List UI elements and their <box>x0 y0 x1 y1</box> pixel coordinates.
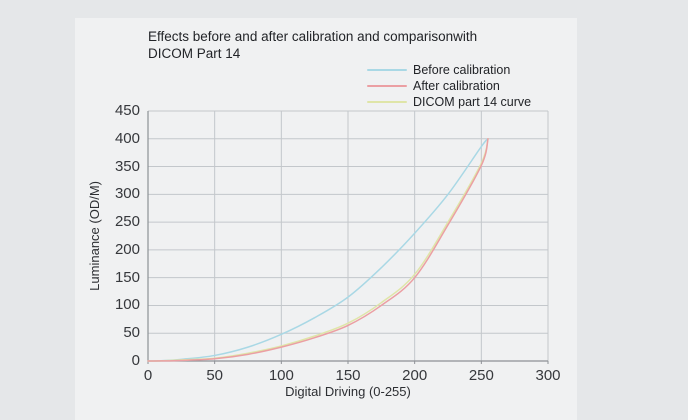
y-tick-label: 250 <box>114 213 140 231</box>
legend-line-dicom-curve <box>367 101 407 103</box>
legend-line-after-calibration <box>367 85 407 87</box>
x-tick-label: 50 <box>206 367 223 384</box>
legend-line-before-calibration <box>367 69 407 71</box>
legend-item-after-calibration: After calibration <box>367 78 531 94</box>
y-tick-label: 50 <box>123 324 140 342</box>
chart-panel <box>75 18 577 420</box>
x-tick-label: 300 <box>535 367 561 384</box>
y-tick-label: 0 <box>131 352 140 369</box>
x-tick-label: 150 <box>335 367 361 384</box>
legend-item-before-calibration: Before calibration <box>367 62 531 78</box>
x-tick-label: 0 <box>143 367 153 384</box>
curve-after-calibration <box>147 138 489 362</box>
y-tick-label: 400 <box>114 129 140 147</box>
x-axis-label: Digital Driving (0-255) <box>285 384 411 399</box>
x-tick-label: 200 <box>402 367 428 384</box>
chart-title: Effects before and after calibration and… <box>148 29 478 61</box>
y-tick-label: 100 <box>114 296 140 314</box>
x-tick-label: 250 <box>468 367 494 384</box>
legend-label: Before calibration <box>413 63 511 77</box>
y-tick-label: 350 <box>114 157 140 175</box>
legend-item-dicom-curve: DICOM part 14 curve <box>367 94 531 110</box>
legend-label: DICOM part 14 curve <box>413 95 532 109</box>
legend-label: After calibration <box>413 79 500 93</box>
plot-area <box>147 110 549 364</box>
x-tick-label: 100 <box>268 367 294 384</box>
y-tick-label: 150 <box>114 268 140 286</box>
y-tick-label: 200 <box>114 240 140 258</box>
y-tick-label: 450 <box>114 102 140 119</box>
legend: Before calibration After calibration DIC… <box>367 62 531 110</box>
y-tick-label: 300 <box>114 185 140 203</box>
